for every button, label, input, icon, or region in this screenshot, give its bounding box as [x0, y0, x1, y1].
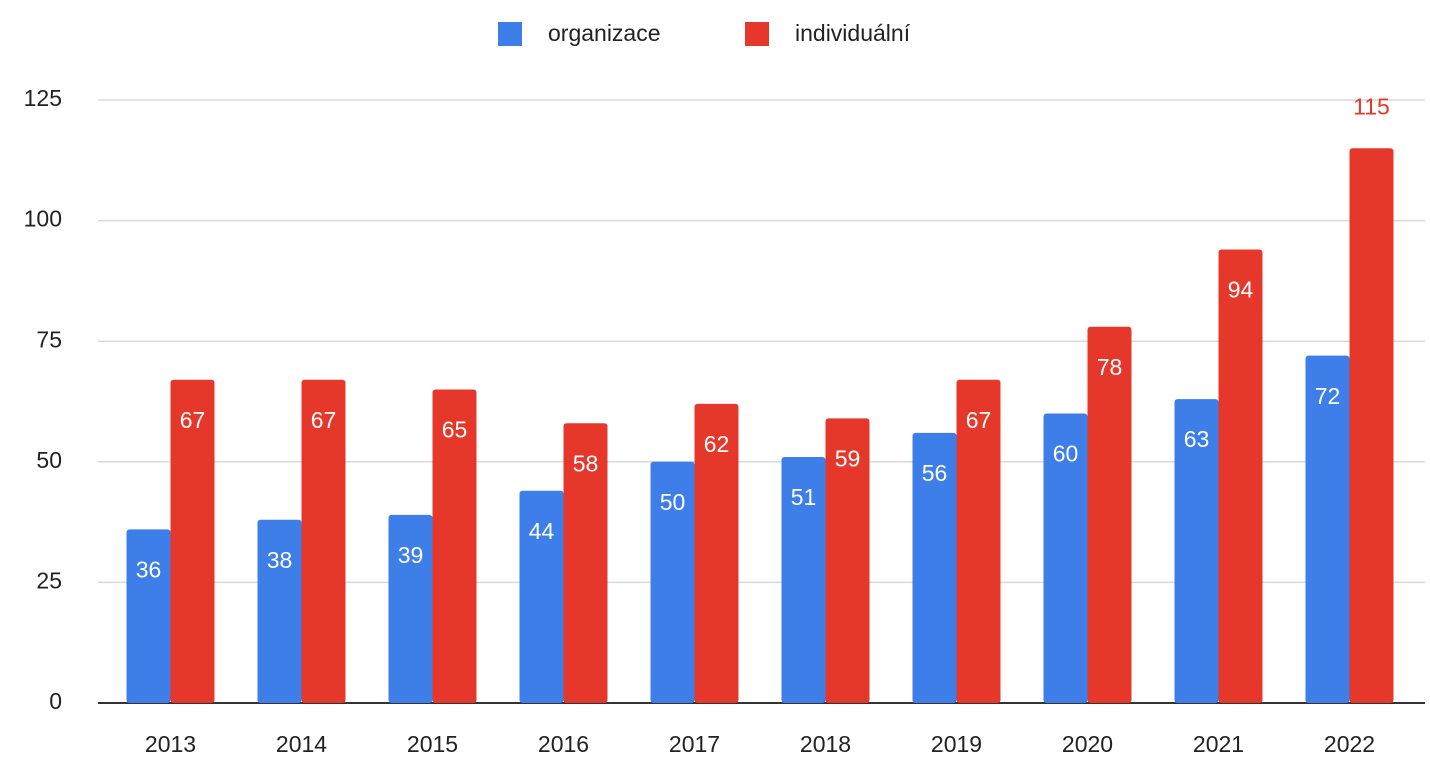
bar	[1174, 399, 1219, 703]
bar	[1087, 326, 1132, 703]
bar	[432, 389, 477, 703]
bar	[301, 379, 346, 703]
legend-label: organizace	[548, 20, 661, 46]
x-tick-label: 2016	[538, 731, 589, 757]
data-label: 60	[1053, 441, 1079, 467]
data-label: 65	[442, 417, 468, 443]
bar	[388, 514, 433, 703]
bar	[825, 418, 870, 703]
data-label: 62	[704, 431, 730, 457]
bar	[126, 529, 171, 703]
data-label: 78	[1097, 354, 1123, 380]
data-label: 58	[573, 450, 599, 476]
legend-label: individuální	[795, 20, 911, 46]
data-label: 63	[1184, 426, 1210, 452]
x-tick-label: 2014	[276, 731, 327, 757]
bar	[781, 456, 826, 703]
bar	[170, 379, 215, 703]
data-label: 67	[180, 407, 206, 433]
data-label: 51	[791, 484, 817, 510]
y-tick-label: 125	[24, 85, 62, 111]
data-label: 115	[1353, 93, 1390, 119]
data-label: 39	[398, 542, 424, 568]
bar	[257, 519, 302, 703]
x-tick-label: 2013	[145, 731, 196, 757]
x-tick-label: 2021	[1193, 731, 1244, 757]
y-tick-label: 100	[24, 206, 62, 232]
bar	[956, 379, 1001, 703]
data-label: 94	[1228, 277, 1254, 303]
data-label: 59	[835, 445, 861, 471]
x-tick-label: 2020	[1062, 731, 1113, 757]
data-label: 36	[136, 556, 162, 582]
x-tick-label: 2015	[407, 731, 458, 757]
data-label: 67	[966, 407, 992, 433]
bar	[1349, 148, 1394, 704]
data-label: 50	[660, 489, 686, 515]
y-tick-label: 0	[49, 688, 62, 714]
bar	[519, 490, 564, 703]
data-label: 38	[267, 547, 293, 573]
y-tick-label: 50	[36, 447, 62, 473]
y-tick-label: 25	[36, 567, 62, 593]
bar	[1218, 249, 1263, 703]
bar	[694, 403, 739, 703]
legend-swatch	[745, 22, 769, 46]
bar	[912, 432, 957, 703]
data-label: 67	[311, 407, 337, 433]
bar	[650, 461, 695, 703]
x-tick-label: 2017	[669, 731, 720, 757]
data-label: 72	[1315, 383, 1341, 409]
data-label: 56	[922, 460, 948, 486]
x-tick-label: 2019	[931, 731, 982, 757]
x-tick-label: 2018	[800, 731, 851, 757]
y-tick-label: 75	[36, 326, 62, 352]
bar	[1305, 355, 1350, 703]
legend-swatch	[498, 22, 522, 46]
x-tick-label: 2022	[1324, 731, 1375, 757]
bar	[563, 423, 608, 703]
bar	[1043, 413, 1088, 703]
data-label: 44	[529, 518, 555, 544]
